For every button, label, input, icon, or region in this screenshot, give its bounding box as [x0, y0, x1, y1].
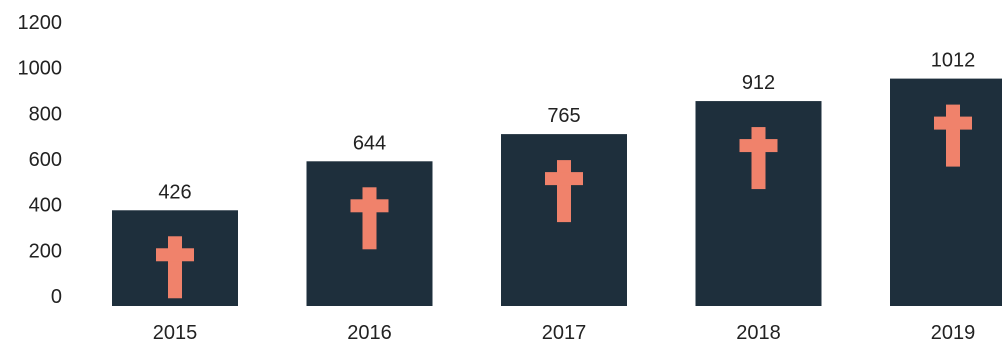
- cross-icon: [545, 160, 583, 223]
- data-label: 426: [158, 181, 191, 203]
- y-tick-label: 0: [51, 286, 62, 308]
- cross-icon: [934, 104, 972, 167]
- bars: 426 644 765 912 1012: [112, 50, 1002, 306]
- y-tick-label: 800: [29, 103, 62, 125]
- y-tick-label: 200: [29, 240, 62, 262]
- x-tick-label: 2018: [736, 322, 781, 343]
- cross-icon: [350, 187, 389, 250]
- cross-icon: [156, 236, 194, 299]
- y-tick-label: 1000: [18, 58, 63, 80]
- x-tick-label: 2015: [153, 322, 198, 343]
- x-tick-label: 2016: [347, 322, 392, 343]
- data-label: 1012: [931, 50, 976, 72]
- cross-icon: [739, 127, 778, 190]
- y-tick-label: 600: [29, 149, 62, 171]
- y-axis: 0 200 400 600 800 1000 1200: [18, 12, 63, 308]
- x-tick-label: 2017: [542, 322, 587, 343]
- data-label: 912: [742, 72, 775, 94]
- y-tick-label: 1200: [18, 12, 63, 34]
- x-tick-label: 2019: [931, 322, 976, 343]
- y-tick-label: 400: [29, 195, 62, 217]
- x-axis: 2015 2016 2017 2018 2019: [153, 322, 976, 343]
- data-label: 765: [547, 105, 580, 127]
- data-label: 644: [353, 132, 386, 154]
